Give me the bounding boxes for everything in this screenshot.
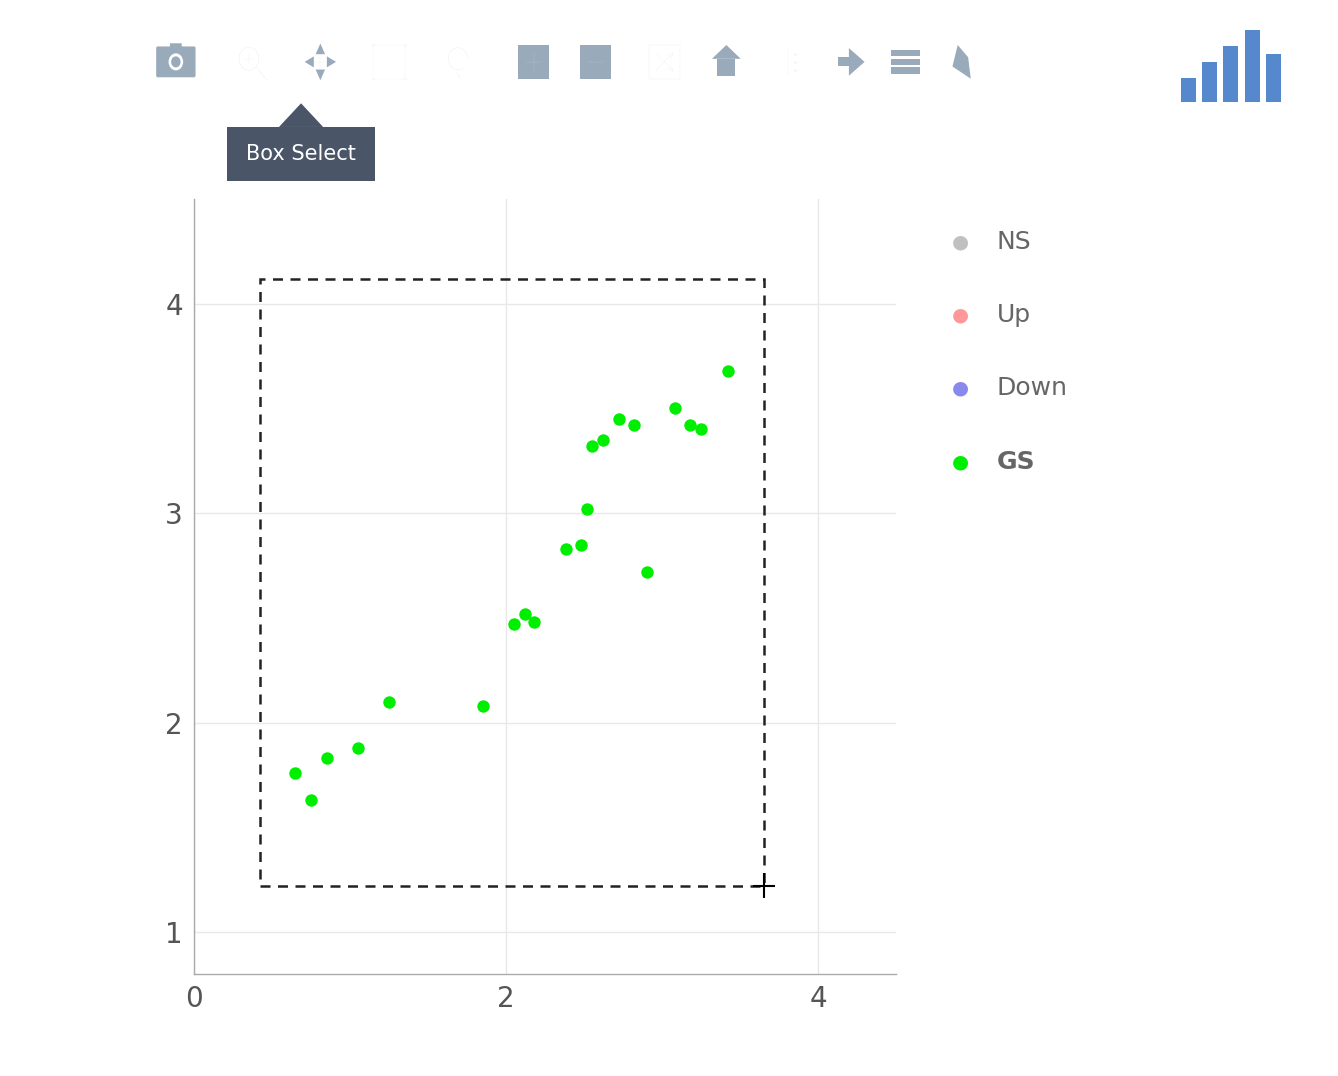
FancyBboxPatch shape: [518, 45, 550, 79]
Polygon shape: [305, 56, 314, 68]
Text: ●: ●: [953, 452, 969, 471]
Point: [690, 421, 712, 438]
Point: [607, 410, 629, 427]
Text: ●: ●: [953, 232, 969, 252]
FancyBboxPatch shape: [157, 46, 195, 77]
Point: [636, 563, 657, 580]
Text: ●: ●: [953, 379, 969, 398]
Point: [570, 536, 591, 553]
FancyBboxPatch shape: [717, 59, 736, 75]
Point: [503, 615, 524, 633]
Bar: [260, 279, 764, 886]
FancyBboxPatch shape: [839, 57, 848, 67]
Bar: [1202, 61, 1218, 102]
Circle shape: [171, 56, 181, 68]
Bar: [1223, 46, 1239, 102]
Text: GS: GS: [997, 450, 1036, 473]
Polygon shape: [280, 103, 324, 127]
Polygon shape: [848, 48, 864, 75]
Point: [285, 764, 306, 781]
Bar: [1180, 79, 1196, 102]
Point: [523, 613, 545, 631]
FancyBboxPatch shape: [891, 68, 919, 73]
Point: [316, 750, 337, 767]
Bar: [1266, 54, 1282, 102]
Point: [593, 431, 614, 449]
Point: [680, 416, 701, 434]
Text: NS: NS: [997, 230, 1032, 254]
Point: [581, 438, 602, 455]
Polygon shape: [712, 45, 741, 59]
Polygon shape: [316, 70, 325, 81]
Bar: [1244, 29, 1260, 102]
Point: [472, 697, 494, 714]
Point: [379, 693, 400, 710]
Point: [300, 791, 321, 808]
Text: ●: ●: [953, 306, 969, 325]
FancyBboxPatch shape: [170, 43, 182, 51]
Polygon shape: [326, 56, 336, 68]
Point: [664, 400, 685, 417]
Text: Up: Up: [997, 303, 1032, 327]
Point: [624, 416, 645, 434]
Polygon shape: [953, 45, 971, 79]
Point: [555, 540, 577, 557]
Point: [717, 363, 739, 380]
Point: [347, 739, 368, 756]
Circle shape: [169, 54, 183, 70]
Text: Box Select: Box Select: [246, 144, 356, 164]
Text: Down: Down: [997, 377, 1068, 400]
Point: [577, 500, 598, 518]
Point: [514, 605, 535, 622]
FancyBboxPatch shape: [891, 59, 919, 65]
FancyBboxPatch shape: [579, 45, 611, 79]
FancyBboxPatch shape: [891, 51, 919, 56]
Polygon shape: [316, 43, 325, 54]
